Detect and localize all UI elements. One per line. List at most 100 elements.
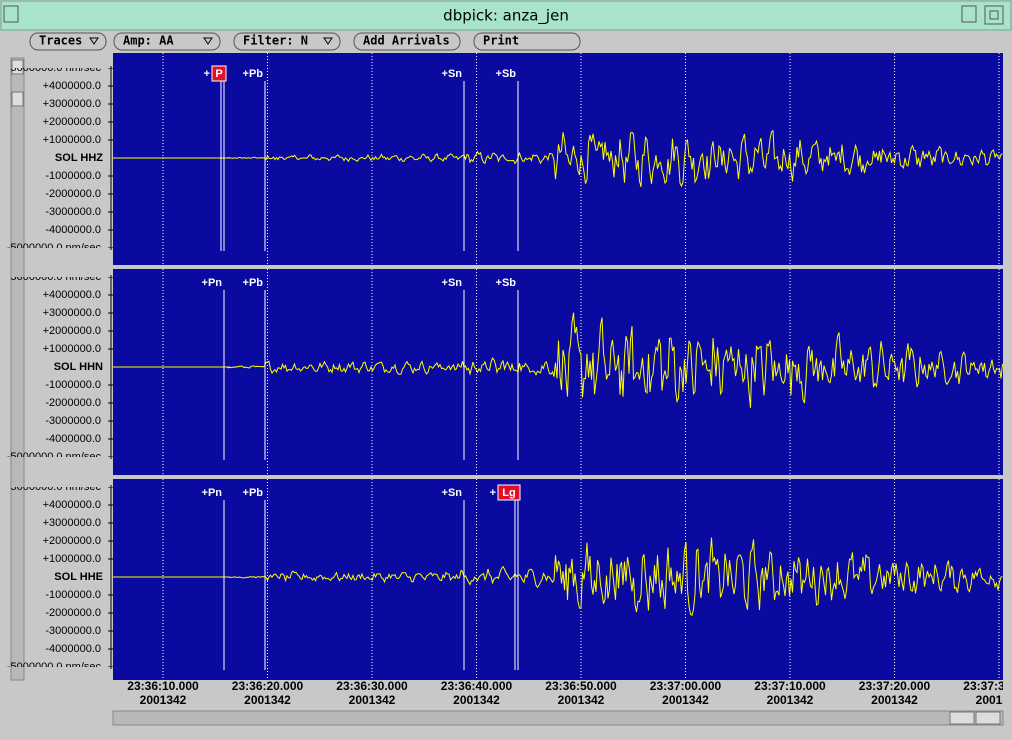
phase-label[interactable]: +Sn <box>442 487 463 499</box>
phase-label[interactable]: +Sn <box>442 277 463 289</box>
amplitude-label: -3000000.0 <box>45 625 101 637</box>
scroll-right[interactable] <box>975 711 1001 725</box>
toolbar: Traces Amp: AA Filter: N Add Arrivals Print <box>29 32 581 51</box>
toolbar-button[interactable] <box>113 32 221 51</box>
menu-indicator <box>323 37 333 45</box>
window-menu-button[interactable] <box>3 5 19 23</box>
panel-labels: 5000000.0 nm/sec +4000000.0 +3000000.0 +200… <box>7 68 113 254</box>
scroll-left[interactable] <box>949 711 975 725</box>
time-label: 23:36:40.000 <box>441 679 513 693</box>
time-label: 23:37:10.000 <box>754 679 826 693</box>
waveform <box>113 312 1003 408</box>
amplitude-label: +2000000.0 <box>43 535 101 547</box>
time-label: 23:37:20.000 <box>859 679 931 693</box>
phase-label[interactable]: +Pb <box>243 487 264 499</box>
time-label: 23:37:00.000 <box>650 679 722 693</box>
amplitude-label: +3000000.0 <box>43 307 101 319</box>
date-label: 2001342 <box>767 693 814 707</box>
phase-prefix: + <box>442 68 448 80</box>
phase-label[interactable]: +Sb <box>496 277 517 289</box>
phase-name: Pb <box>249 487 263 499</box>
phase-label[interactable]: +Pb <box>243 277 264 289</box>
amplitude-label: +4000000.0 <box>43 289 101 301</box>
toolbar-button-label: Traces <box>39 34 82 48</box>
scroll-up[interactable] <box>11 59 24 75</box>
phase-name: Sn <box>448 487 462 499</box>
amplitude-label: +2000000.0 <box>43 325 101 337</box>
scroll-down[interactable] <box>11 91 24 107</box>
phase-name: Pn <box>208 487 222 499</box>
amplitude-label: -3000000.0 <box>45 206 101 218</box>
toolbar-button[interactable] <box>473 32 581 51</box>
toolbar-button-label: Print <box>483 34 519 48</box>
panel-labels: 5000000.0 nm/sec +4000000.0 +3000000.0 +200… <box>7 487 113 673</box>
phase-prefix: + <box>243 277 249 289</box>
amplitude-label: +1000000.0 <box>43 343 101 355</box>
date-label: 2001342 <box>140 693 187 707</box>
phase-label[interactable]: +Pb <box>243 68 264 80</box>
amplitude-label: -3000000.0 <box>45 415 101 427</box>
time-label: 23:37:30.000 <box>963 679 1012 693</box>
time-label: 23:36:20.000 <box>232 679 304 693</box>
amplitude-label: -2000000.0 <box>45 188 101 200</box>
date-label: 2001342 <box>244 693 291 707</box>
toolbar-button[interactable] <box>29 32 107 51</box>
station-label: SOL HHE <box>54 571 103 583</box>
amplitude-label: +1000000.0 <box>43 553 101 565</box>
date-label: 2001342 <box>453 693 500 707</box>
date-label: 2001342 <box>662 693 709 707</box>
phase-prefix: + <box>243 68 249 80</box>
horizontal-scrollbar[interactable] <box>112 710 1004 726</box>
amplitude-label: 5000000.0 nm/sec <box>10 271 101 283</box>
amplitude-label: -5000000.0 nm/sec <box>7 661 102 673</box>
menu-indicator <box>203 37 213 45</box>
minimize-button[interactable] <box>961 5 977 23</box>
date-label: 2001342 <box>349 693 396 707</box>
phase-prefix: + <box>442 277 448 289</box>
station-label: SOL HHZ <box>55 152 103 164</box>
amplitude-label: -1000000.0 <box>45 170 101 182</box>
maximize-icon <box>989 10 999 20</box>
station-label: SOL HHN <box>54 361 103 373</box>
phase-name: Sn <box>448 68 462 80</box>
time-label: 23:36:10.000 <box>127 679 199 693</box>
amplitude-label: +1000000.0 <box>43 134 101 146</box>
date-label: 2001342 <box>976 693 1012 707</box>
plot-layer: P+ +Pb +Sn +Sb+Pn +Pb +Sn +Sb+Pn +Pb +Sn Lg+ <box>113 53 1003 680</box>
phase-name: Sb <box>502 68 516 80</box>
picked-phase-box[interactable] <box>211 65 227 82</box>
amplitude-label: -5000000.0 nm/sec <box>7 242 102 254</box>
toolbar-button[interactable] <box>233 32 341 51</box>
toolbar-button-label: Add Arrivals <box>363 34 450 48</box>
time-label: 23:36:50.000 <box>545 679 617 693</box>
amplitude-labels: 5000000.0 nm/sec +4000000.0 +3000000.0 +200… <box>7 66 113 673</box>
phase-name: Pb <box>249 277 263 289</box>
amplitude-label: -4000000.0 <box>45 224 101 236</box>
waveform <box>113 537 1003 617</box>
amplitude-label: +2000000.0 <box>43 116 101 128</box>
amplitude-label: -4000000.0 <box>45 433 101 445</box>
phase-label[interactable]: +Pn <box>202 277 223 289</box>
amplitude-label: +4000000.0 <box>43 499 101 511</box>
phase-label[interactable]: +Sb <box>496 68 517 80</box>
phase-name: Pn <box>208 277 222 289</box>
time-label: 23:36:30.000 <box>336 679 408 693</box>
phase-label[interactable]: +Sn <box>442 68 463 80</box>
amplitude-label: -1000000.0 <box>45 379 101 391</box>
maximize-button[interactable] <box>984 5 1004 25</box>
amplitude-label: +3000000.0 <box>43 98 101 110</box>
waveform <box>113 129 1003 188</box>
phase-label[interactable]: +Pn <box>202 487 223 499</box>
toolbar-button[interactable] <box>353 32 461 51</box>
window-title: dbpick: anza_jen <box>443 7 569 26</box>
phase-prefix: + <box>202 277 208 289</box>
title-bar <box>0 0 1012 31</box>
picked-phase-box[interactable] <box>497 484 521 501</box>
amplitude-label: -2000000.0 <box>45 397 101 409</box>
phase-prefix: + <box>490 487 496 499</box>
panel-labels: 5000000.0 nm/sec +4000000.0 +3000000.0 +200… <box>7 271 113 457</box>
vertical-scrollbar[interactable] <box>10 57 25 681</box>
phase-name: Sn <box>448 277 462 289</box>
toolbar-button-label: Filter: N <box>243 34 308 48</box>
amplitude-label: +3000000.0 <box>43 517 101 529</box>
